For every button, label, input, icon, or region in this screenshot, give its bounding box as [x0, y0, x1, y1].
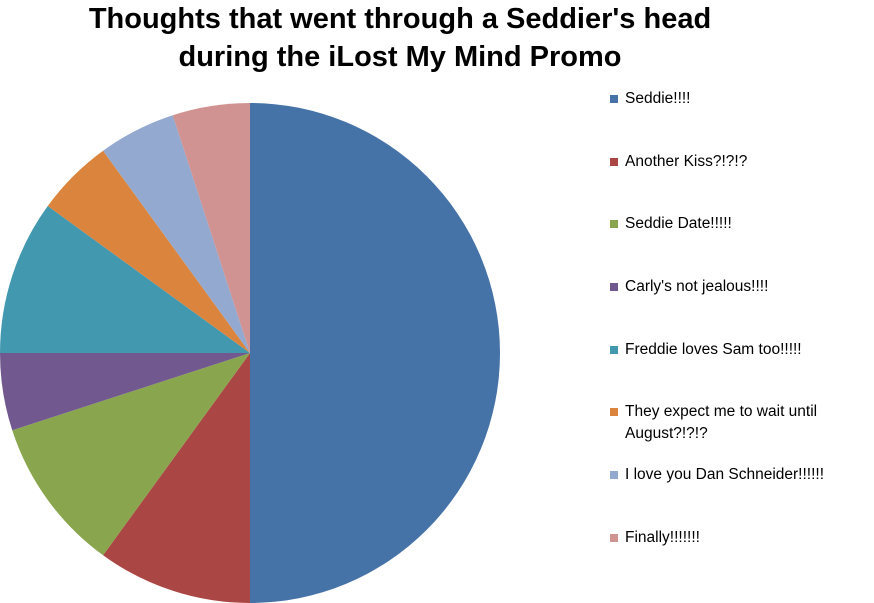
pie-slice [250, 103, 500, 603]
legend-label: Freddie loves Sam too!!!!! [625, 340, 802, 358]
pie-slice [0, 353, 250, 431]
legend-item: I love you Dan Schneider!!!!!! [610, 464, 872, 527]
legend-swatch [610, 408, 618, 417]
legend-swatch [610, 157, 618, 166]
chart-title: Thoughts that went through a Seddier's h… [88, 3, 712, 73]
legend-item: Finally!!!!!!! [610, 527, 872, 590]
pie-slice [103, 353, 251, 603]
pie-slice [12, 353, 251, 556]
legend-item: Carly's not jealous!!!! [610, 276, 872, 339]
pie-slice [172, 103, 250, 353]
legend-item: They expect me to wait until August?!?!? [610, 401, 872, 464]
legend-item: Another Kiss?!?!? [610, 151, 872, 214]
pie-slice [0, 206, 250, 353]
legend-label: Finally!!!!!!! [625, 528, 700, 546]
legend-swatch [610, 471, 618, 480]
legend-label: Seddie Date!!!!! [625, 215, 732, 233]
legend: Seddie!!!! Another Kiss?!?!? Seddie Date!!… [610, 88, 872, 590]
legend-label: Another Kiss?!?!? [625, 152, 748, 170]
legend-label: I love you Dan Schneider!!!!!! [625, 466, 825, 484]
legend-swatch [610, 283, 618, 292]
legend-item: Freddie loves Sam too!!!!! [610, 339, 872, 402]
pie-slice [103, 115, 251, 353]
legend-label: Seddie!!!! [625, 90, 691, 107]
legend-item: Seddie!!!! [610, 88, 872, 151]
legend-swatch [610, 345, 618, 354]
legend-item: Seddie Date!!!!! [610, 213, 872, 276]
legend-swatch [610, 533, 618, 542]
legend-label: Carly's not jealous!!!! [625, 278, 769, 296]
legend-label: They expect me to wait until August?!?!? [625, 403, 818, 443]
pie-slice [47, 150, 250, 353]
legend-swatch [610, 220, 618, 229]
legend-swatch [610, 95, 618, 103]
